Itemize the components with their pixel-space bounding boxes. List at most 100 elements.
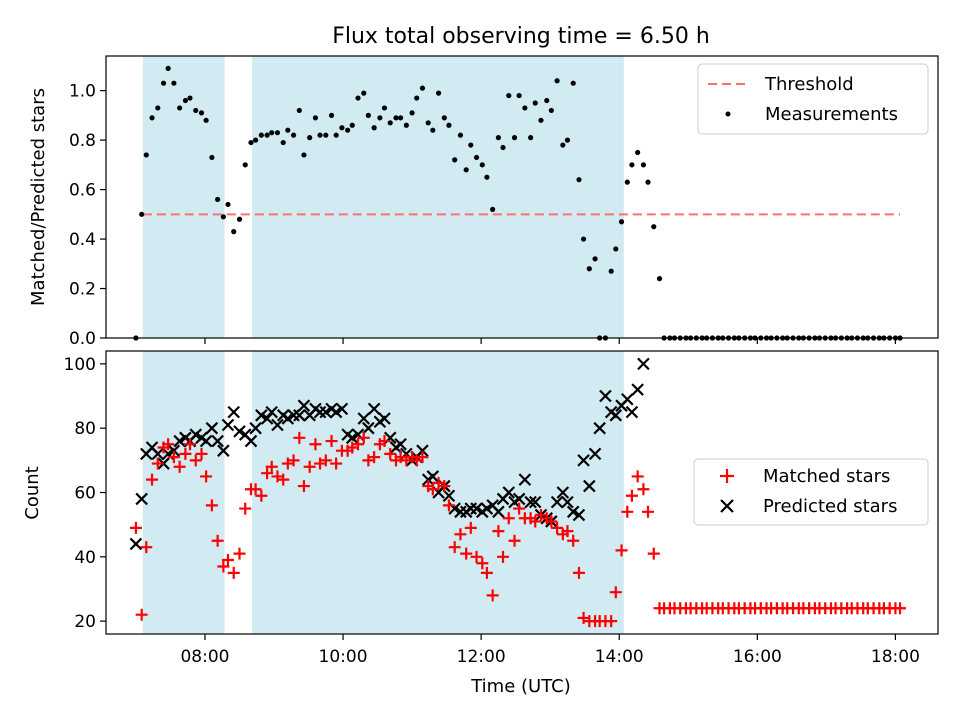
predicted-stars-point bbox=[512, 492, 526, 506]
measurement-point bbox=[231, 229, 237, 235]
measurement-point bbox=[506, 92, 512, 99]
matched-stars-point bbox=[605, 615, 618, 628]
matched-stars-point bbox=[551, 521, 564, 534]
matched-stars-point bbox=[442, 499, 455, 512]
measurement-point bbox=[629, 162, 635, 168]
matched-stars-point bbox=[508, 534, 521, 547]
matched-stars-point bbox=[486, 589, 499, 602]
xtick-label: 16:00 bbox=[733, 647, 782, 667]
measurement-point bbox=[290, 132, 297, 138]
matched-stars-point bbox=[233, 547, 246, 560]
measurement-point bbox=[328, 112, 335, 118]
matched-stars-point bbox=[173, 460, 186, 473]
measurement-point bbox=[618, 219, 625, 225]
measurement-point bbox=[182, 97, 189, 104]
predicted-stars-point bbox=[319, 405, 333, 419]
measurement-point bbox=[570, 80, 576, 86]
predicted-stars-point bbox=[631, 383, 644, 396]
measurement-point bbox=[409, 110, 415, 116]
measurement-point bbox=[479, 162, 485, 168]
matched-stars-point bbox=[561, 525, 574, 538]
predicted-stars-point bbox=[329, 405, 343, 419]
measurement-point bbox=[215, 196, 221, 203]
measurement-point bbox=[532, 100, 538, 106]
matched-stars-point bbox=[502, 512, 515, 525]
top-panel: 0.0 0.2 0.4 0.6 0.8 1.0 Matched/Predicted sta… bbox=[28, 55, 939, 349]
measurement-point bbox=[608, 268, 614, 274]
measurement-point bbox=[564, 137, 571, 143]
matched-stars-point bbox=[567, 534, 580, 547]
measurement-point bbox=[538, 117, 544, 123]
measurement-point bbox=[317, 132, 323, 138]
predicted-stars-point bbox=[297, 399, 311, 412]
matched-stars-series bbox=[129, 431, 907, 628]
measurement-point bbox=[365, 112, 371, 118]
measurement-point bbox=[414, 95, 420, 101]
top-ytick-label: 1.0 bbox=[69, 82, 96, 102]
measurement-point bbox=[403, 122, 409, 128]
top-y-axis-label: Matched/Predicted stars bbox=[28, 88, 49, 306]
matched-stars-point bbox=[205, 499, 218, 512]
matched-stars-point bbox=[325, 435, 338, 448]
measurement-point bbox=[139, 211, 145, 217]
matched-stars-point bbox=[368, 451, 381, 464]
predicted-stars-point bbox=[480, 502, 494, 515]
measurement-point bbox=[296, 107, 302, 114]
top-ytick-label: 0.0 bbox=[69, 329, 96, 349]
predicted-stars-point bbox=[524, 495, 537, 509]
measurement-point bbox=[452, 157, 458, 163]
predicted-stars-point bbox=[345, 431, 359, 445]
matched-stars-point bbox=[470, 550, 483, 563]
predicted-stars-point bbox=[470, 502, 483, 515]
bottom-axis-ticks: 20 40 60 80 100 08:00 10:00 12:00 14:00 16:00 18:0… bbox=[64, 355, 920, 667]
bottom-y-axis-label: Count bbox=[22, 466, 43, 519]
predicted-stars-point bbox=[599, 389, 612, 403]
measurement-point bbox=[522, 105, 528, 111]
measurement-point bbox=[274, 130, 281, 136]
measurement-point bbox=[393, 115, 399, 121]
predicted-stars-point bbox=[287, 409, 300, 422]
matched-stars-point bbox=[140, 541, 153, 554]
legend-predicted-label: Predicted stars bbox=[763, 496, 897, 517]
measurement-point bbox=[397, 115, 404, 121]
top-legend-box bbox=[697, 63, 929, 135]
predicted-stars-point bbox=[454, 505, 467, 519]
matched-stars-point bbox=[621, 505, 634, 518]
shaded-interval-0 bbox=[142, 56, 225, 338]
top-ytick-label: 0.2 bbox=[69, 280, 96, 300]
matched-stars-point bbox=[319, 454, 332, 467]
matched-stars-point bbox=[249, 483, 262, 496]
shaded-interval-1 bbox=[252, 56, 624, 338]
measurement-point bbox=[155, 105, 161, 111]
predicted-stars-point bbox=[244, 434, 258, 448]
matched-stars-point bbox=[637, 483, 650, 496]
measurement-point bbox=[187, 95, 193, 101]
measurement-point bbox=[387, 120, 393, 126]
measurement-point bbox=[269, 130, 275, 136]
matched-stars-point bbox=[277, 473, 290, 486]
top-ytick-label: 0.8 bbox=[69, 131, 96, 151]
predicted-stars-point bbox=[255, 409, 268, 422]
measurement-point bbox=[484, 174, 490, 180]
matched-stars-point bbox=[426, 483, 439, 496]
measurement-point bbox=[177, 105, 183, 111]
measurement-point bbox=[651, 224, 657, 230]
legend-matched-label: Matched stars bbox=[763, 466, 890, 487]
measurement-point bbox=[580, 236, 587, 242]
measurement-point bbox=[361, 90, 367, 96]
predicted-stars-point bbox=[335, 402, 349, 416]
matched-stars-point bbox=[135, 608, 148, 621]
matched-stars-point bbox=[545, 515, 558, 528]
measurement-point bbox=[301, 152, 307, 158]
measurement-point bbox=[349, 122, 355, 128]
measurement-point bbox=[441, 115, 447, 121]
measurement-point bbox=[355, 95, 361, 101]
bottom-legend: Matched stars Predicted stars bbox=[693, 458, 929, 526]
measurement-point bbox=[193, 107, 199, 114]
predicted-stars-point bbox=[199, 434, 213, 448]
matched-stars-point bbox=[239, 502, 252, 515]
matched-stars-point bbox=[179, 447, 192, 460]
bottom-legend-box bbox=[693, 458, 929, 526]
matched-stars-point bbox=[167, 451, 180, 464]
